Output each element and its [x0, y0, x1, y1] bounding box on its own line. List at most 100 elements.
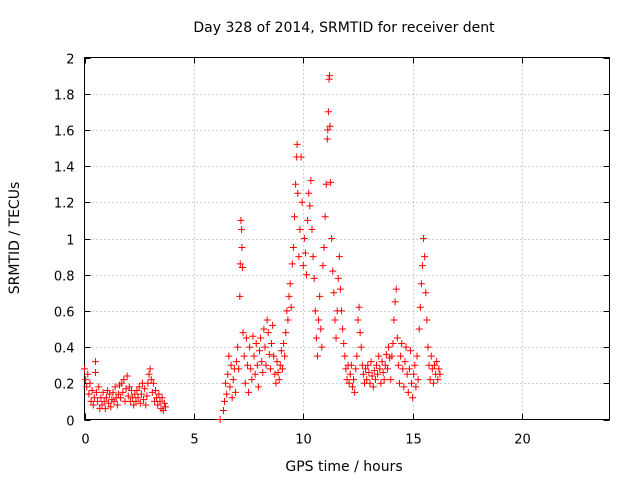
y-tick-label: 1 — [66, 234, 74, 249]
data-point — [237, 216, 245, 224]
data-point — [118, 379, 126, 387]
data-point — [124, 392, 132, 400]
data-point — [273, 358, 281, 366]
data-point — [348, 383, 356, 391]
data-point — [383, 365, 391, 373]
data-point — [415, 325, 423, 333]
data-point — [350, 376, 358, 384]
data-point — [154, 401, 162, 409]
data-point — [110, 397, 118, 405]
data-point — [87, 397, 95, 405]
data-point — [83, 383, 91, 391]
data-point — [89, 401, 97, 409]
data-point — [293, 140, 301, 148]
data-point — [334, 274, 342, 282]
data-point — [275, 376, 283, 384]
data-point — [366, 379, 374, 387]
data-point — [252, 339, 260, 347]
data-point — [331, 316, 339, 324]
data-point — [387, 376, 395, 384]
data-point — [388, 352, 396, 360]
data-point — [125, 383, 133, 391]
data-point — [283, 307, 291, 315]
data-point — [147, 376, 155, 384]
data-point — [418, 262, 426, 270]
data-point — [113, 401, 121, 409]
data-point — [106, 390, 114, 398]
data-point — [155, 390, 163, 398]
data-point — [311, 307, 319, 315]
data-point — [249, 332, 257, 340]
data-point — [394, 361, 402, 369]
data-point — [90, 394, 98, 402]
data-point — [236, 260, 244, 268]
data-point — [291, 213, 298, 221]
data-point — [320, 244, 328, 252]
data-point — [328, 235, 336, 242]
data-point — [117, 394, 125, 402]
data-point — [260, 325, 268, 333]
data-point — [381, 361, 389, 369]
data-point — [313, 352, 321, 360]
data-point — [326, 122, 334, 130]
data-point — [341, 352, 349, 360]
y-tick-label: 2 — [66, 53, 74, 68]
data-point — [221, 397, 228, 405]
data-point — [225, 352, 233, 360]
data-point — [86, 379, 94, 387]
data-point — [376, 365, 384, 373]
data-point — [93, 388, 101, 396]
data-point — [236, 292, 244, 300]
data-point — [374, 370, 382, 378]
chart-title: Day 328 of 2014, SRMTID for receiver den… — [193, 20, 495, 36]
data-point — [277, 347, 285, 355]
y-axis: 0 0.2 0.4 0.6 0.8 1 1.2 1.4 1.6 1.8 2 — [54, 53, 610, 430]
data-point — [286, 280, 294, 288]
data-point — [274, 368, 282, 376]
data-point — [319, 262, 327, 270]
data-point — [380, 376, 388, 384]
data-point — [329, 267, 337, 275]
data-point — [373, 361, 381, 369]
data-point — [107, 403, 115, 411]
data-point — [284, 316, 292, 324]
data-point — [156, 397, 164, 405]
data-point — [403, 370, 411, 378]
data-point — [146, 365, 154, 373]
data-point — [365, 368, 373, 376]
data-point — [355, 303, 363, 311]
data-point — [390, 316, 398, 324]
data-point — [404, 388, 412, 396]
data-point — [292, 180, 300, 188]
data-point — [434, 376, 442, 384]
x-tick-label: 5 — [190, 433, 198, 448]
data-point — [223, 390, 231, 398]
data-point — [239, 329, 247, 337]
data-point — [134, 394, 142, 402]
data-point — [141, 385, 149, 393]
data-point — [310, 274, 318, 282]
data-point — [258, 358, 266, 366]
data-point — [347, 361, 355, 369]
y-tick-label: 1.6 — [54, 125, 75, 140]
data-point — [312, 334, 320, 342]
data-point — [367, 358, 375, 366]
data-point — [385, 343, 393, 351]
data-point — [435, 365, 443, 373]
data-point — [120, 376, 128, 384]
data-point — [298, 198, 306, 206]
data-point — [377, 379, 385, 387]
data-point — [307, 177, 315, 185]
data-point — [326, 72, 333, 80]
data-point — [306, 202, 314, 210]
data-point — [389, 339, 397, 347]
data-point — [253, 361, 261, 369]
data-point — [304, 216, 312, 224]
data-point — [421, 253, 429, 261]
data-point — [148, 388, 156, 396]
data-point — [131, 390, 139, 398]
data-point — [396, 379, 403, 387]
data-point — [145, 370, 153, 378]
y-tick-label: 1.8 — [54, 89, 75, 104]
